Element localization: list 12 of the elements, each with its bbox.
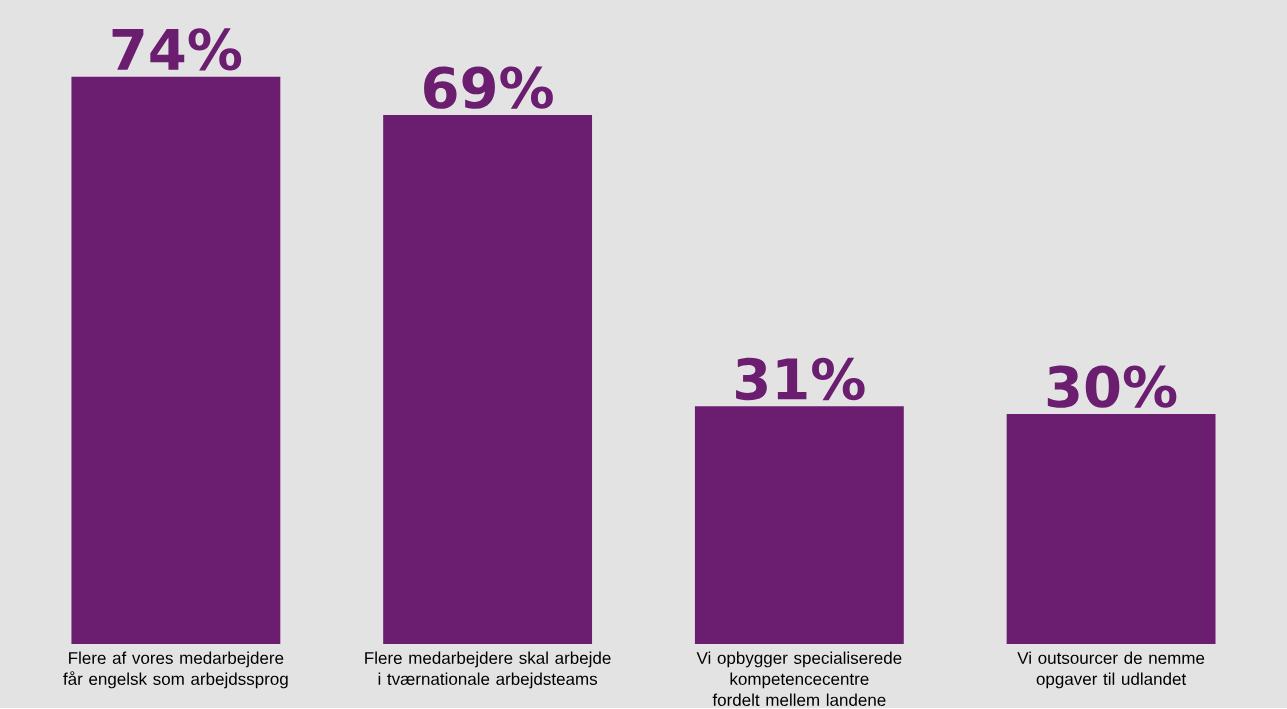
data-label: 69%: [424, 66, 553, 109]
data-label: 74%: [112, 27, 242, 71]
x-tick-label: Flere medarbejdere skal arbejde i tværnationale arbejdsteams: [365, 651, 611, 689]
bar: [694, 406, 904, 644]
data-label: 30%: [1047, 365, 1177, 408]
x-tick-label: Vi outsourcer de nemme opgaver til udlandet: [1017, 651, 1205, 689]
bar: [383, 114, 593, 644]
data-label: 31%: [736, 357, 865, 400]
x-tick-label: Flere af vores medarbejdere får engelsk som arbejdssprog: [63, 651, 288, 689]
bar: [71, 76, 281, 644]
x-tick-label: Vi opbygger specialiserede kompetencecentre fordelt mellem landene: [696, 651, 902, 706]
bar: [1006, 413, 1216, 644]
